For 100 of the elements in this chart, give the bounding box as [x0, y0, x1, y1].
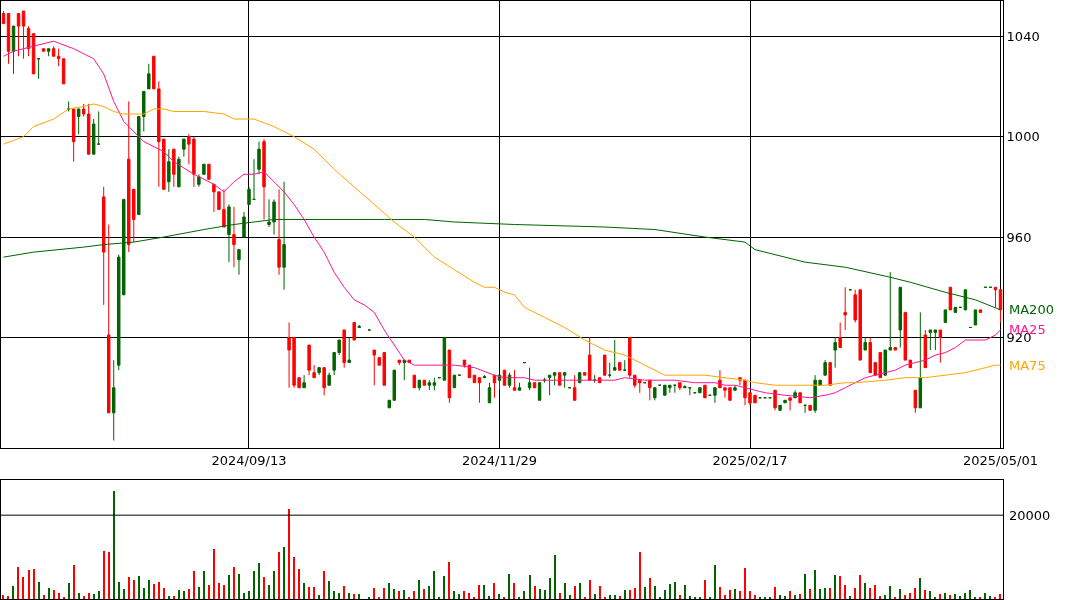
candlestick	[492, 374, 497, 399]
candlestick	[36, 58, 41, 80]
candlestick	[833, 337, 837, 369]
bar	[133, 580, 135, 599]
bar	[909, 593, 911, 599]
bar	[423, 589, 425, 599]
candlestick	[923, 329, 928, 369]
bar	[68, 583, 70, 599]
candlestick	[101, 186, 106, 306]
bar	[959, 596, 961, 599]
bar	[388, 583, 390, 599]
candlestick	[938, 329, 943, 364]
bar	[183, 591, 185, 599]
bar	[458, 594, 460, 599]
bar	[73, 565, 75, 599]
bar	[829, 588, 831, 599]
x-tick-label: 2025/05/01	[963, 452, 1038, 468]
candlestick	[172, 148, 176, 188]
bar	[433, 571, 435, 599]
y-tick-label: 1000	[1006, 129, 1040, 145]
bar	[869, 588, 871, 599]
bar	[17, 567, 19, 599]
bar	[649, 578, 651, 599]
x-tick-label: 2024/11/29	[462, 452, 537, 468]
bar	[83, 596, 85, 599]
bar	[944, 593, 946, 599]
bar	[108, 552, 110, 599]
candlestick	[613, 339, 617, 371]
candlestick	[372, 349, 376, 386]
bar	[864, 583, 866, 599]
bar	[644, 587, 646, 599]
candlestick	[607, 362, 612, 379]
candlestick	[412, 374, 417, 389]
candlestick	[918, 311, 923, 409]
candlestick	[106, 224, 111, 414]
candlestick	[517, 382, 522, 391]
candlestick	[678, 382, 682, 391]
candlestick	[257, 141, 261, 175]
bar	[323, 571, 325, 599]
bar	[669, 584, 671, 599]
bar	[398, 591, 400, 599]
candlestick	[302, 374, 306, 389]
bar	[383, 588, 385, 599]
bar	[373, 588, 375, 599]
candlestick	[46, 48, 51, 57]
bar	[193, 571, 195, 599]
candlestick	[893, 347, 898, 351]
candlestick	[527, 367, 532, 391]
bar	[704, 580, 706, 599]
bar	[874, 585, 876, 599]
bar	[53, 590, 55, 599]
x-tick-label: 2024/09/13	[211, 452, 287, 468]
candlestick	[177, 156, 181, 188]
bar	[288, 509, 290, 599]
bar	[684, 585, 686, 599]
bar	[844, 585, 846, 599]
bar	[939, 594, 941, 599]
bar	[443, 576, 445, 599]
bar	[7, 596, 9, 599]
candlestick	[587, 337, 592, 381]
bar	[904, 595, 906, 599]
candlestick	[167, 148, 171, 193]
bar	[498, 594, 500, 599]
bar	[729, 590, 731, 599]
bar	[158, 582, 160, 599]
bar	[654, 586, 656, 599]
bar	[734, 589, 736, 599]
bar	[779, 595, 781, 599]
candlestick	[602, 354, 607, 376]
candlestick	[182, 138, 186, 158]
bar	[308, 587, 310, 599]
bar	[448, 562, 450, 599]
bar	[203, 571, 205, 599]
bar	[784, 596, 786, 599]
bar	[964, 593, 966, 599]
bar	[744, 568, 746, 599]
candlestick	[898, 286, 903, 349]
candlestick	[477, 377, 482, 404]
bar	[954, 594, 956, 599]
bar	[358, 594, 360, 599]
bar	[348, 593, 350, 599]
candlestick	[61, 58, 66, 85]
bar	[529, 575, 531, 599]
candlestick	[653, 387, 657, 401]
x-tick-label: 2025/02/17	[712, 452, 788, 468]
bar	[93, 594, 95, 599]
candlestick	[207, 163, 211, 180]
bar	[794, 595, 796, 599]
bar	[814, 570, 816, 599]
candlestick	[978, 309, 983, 313]
candlestick	[838, 321, 842, 349]
candlestick	[577, 372, 582, 384]
bar	[513, 583, 515, 599]
bar	[849, 596, 851, 599]
bar	[163, 588, 165, 599]
bar	[393, 589, 395, 599]
candlestick	[16, 13, 21, 57]
bar	[313, 587, 315, 599]
candlestick	[572, 374, 577, 401]
bar	[478, 585, 480, 599]
